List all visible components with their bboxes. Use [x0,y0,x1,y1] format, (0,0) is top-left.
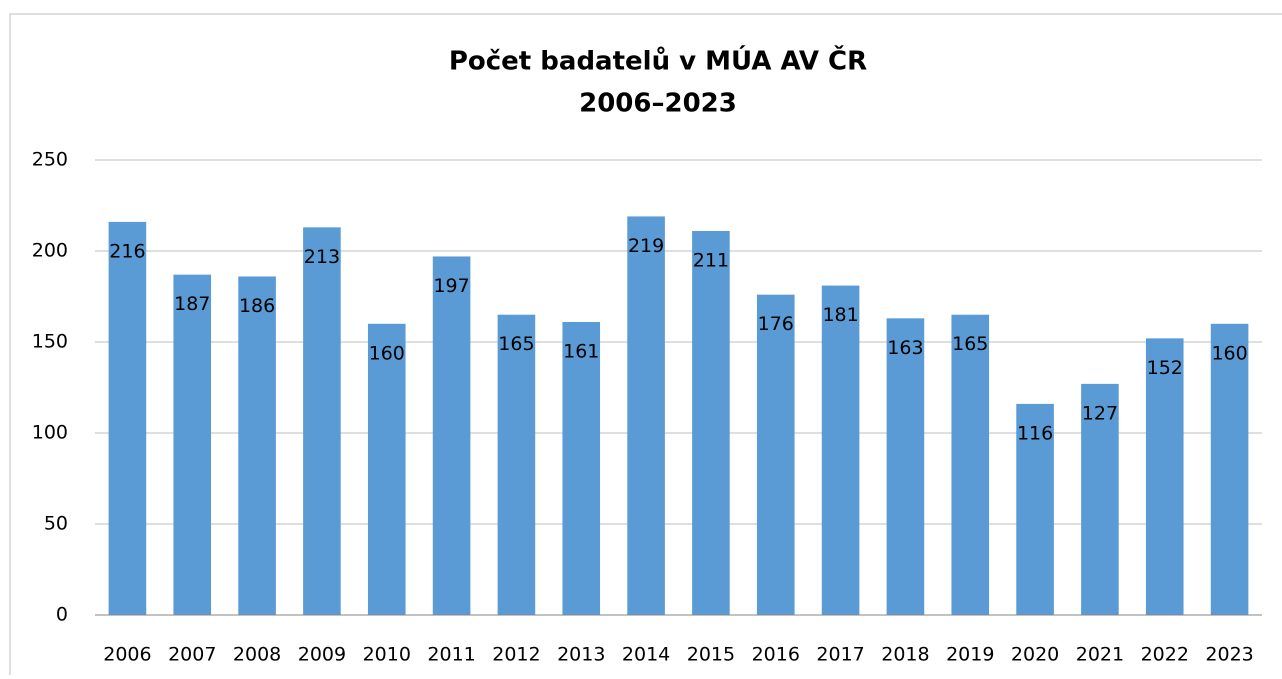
data-label: 216 [109,240,145,262]
bar [886,318,925,615]
bar [303,227,341,615]
data-label: 176 [758,313,794,335]
data-label: 211 [693,249,729,271]
y-tick-label: 250 [32,149,68,171]
data-label: 187 [174,293,210,315]
x-tick-label: 2018 [881,644,929,666]
data-label: 161 [563,340,599,362]
y-tick-label: 100 [32,422,68,444]
data-label: 116 [1017,422,1053,444]
data-label: 160 [369,342,405,364]
data-label: 127 [1082,402,1118,424]
x-tick-label: 2015 [687,644,735,666]
bar [562,321,601,615]
y-tick-label: 150 [32,331,68,353]
chart-title: Počet badatelů v MÚA AV ČR [449,45,867,77]
x-tick-label: 2020 [1011,644,1059,666]
data-label: 197 [433,275,469,297]
bar [951,314,990,615]
data-label: 165 [952,333,988,355]
bar [1145,338,1184,615]
y-tick-label: 200 [32,240,68,262]
x-tick-label: 2014 [622,644,670,666]
x-tick-label: 2016 [752,644,800,666]
bar [692,230,730,616]
x-tick-label: 2007 [168,644,216,666]
data-label: 160 [1211,342,1247,364]
x-tick-label: 2008 [233,644,281,666]
x-tick-label: 2021 [1076,644,1124,666]
data-label: 219 [628,235,664,257]
data-label: 186 [239,295,275,317]
data-label: 163 [887,337,923,359]
bar [432,256,471,615]
bar [756,294,795,615]
x-tick-label: 2009 [298,644,346,666]
bar [108,221,147,615]
x-tick-label: 2006 [103,644,151,666]
data-label: 152 [1147,357,1183,379]
data-label: 181 [822,304,858,326]
data-label: 213 [304,246,340,268]
bar [1081,383,1119,615]
x-tick-label: 2019 [946,644,994,666]
bar [497,314,536,615]
bar [821,285,860,615]
bar [627,216,665,616]
bar [1016,403,1054,615]
x-tick-label: 2022 [1141,644,1189,666]
x-tick-label: 2017 [816,644,864,666]
y-tick-label: 50 [44,513,68,535]
x-tick-label: 2010 [363,644,411,666]
data-label: 165 [498,333,534,355]
x-tick-label: 2011 [427,644,475,666]
chart-border [9,13,1282,675]
x-tick-label: 2013 [557,644,605,666]
x-tick-label: 2012 [492,644,540,666]
bar [1210,323,1249,615]
chart-subtitle: 2006–2023 [579,89,737,119]
bar [173,274,212,615]
y-tick-label: 0 [56,604,68,626]
bar [238,276,276,615]
bar [367,323,406,615]
x-tick-label: 2023 [1205,644,1253,666]
